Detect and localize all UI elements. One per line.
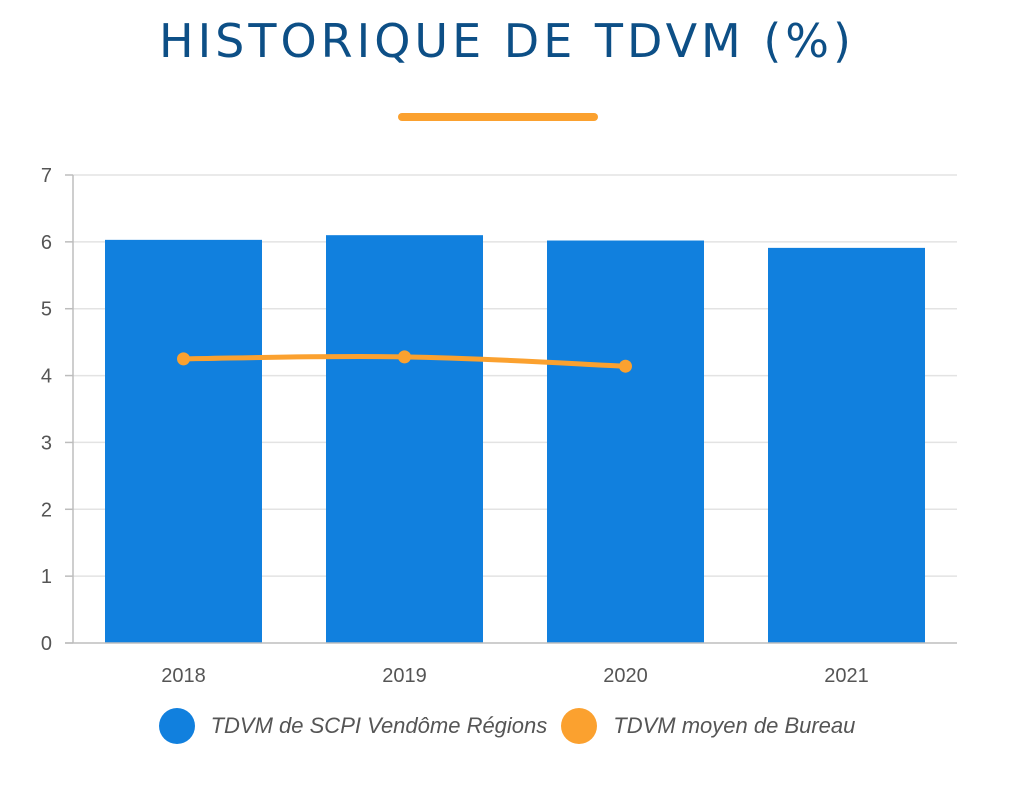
bar-2021[interactable] <box>768 247 925 644</box>
line-point-2019[interactable] <box>398 350 411 364</box>
ytick-label-5: 5 <box>41 299 52 321</box>
legend-item-line[interactable]: TDVM moyen de Bureau <box>561 708 855 744</box>
line-point-2020[interactable] <box>619 359 632 373</box>
bar-2020[interactable] <box>547 240 704 643</box>
chart-plot: 0 1 2 3 4 5 6 7 2018 2019 2020 2021 <box>41 165 957 687</box>
line-point-2018[interactable] <box>177 352 190 366</box>
ytick-label-6: 6 <box>41 232 52 254</box>
legend-swatch-bar <box>158 708 195 744</box>
ytick-label-7: 7 <box>41 165 52 187</box>
ytick-label-1: 1 <box>41 566 52 588</box>
bar-2018[interactable] <box>105 239 262 643</box>
ytick-label-0: 0 <box>41 633 52 655</box>
legend-label-bar: TDVM de SCPI Vendôme Régions <box>210 713 548 738</box>
legend-swatch-line <box>561 708 598 744</box>
bar-2019[interactable] <box>326 235 483 643</box>
ytick-label-4: 4 <box>41 366 52 388</box>
title-underline <box>398 113 598 121</box>
chart-legend: TDVM de SCPI Vendôme Régions TDVM moyen … <box>0 708 1014 744</box>
xtick-label-2020: 2020 <box>603 665 648 687</box>
xtick-label-2019: 2019 <box>382 665 427 687</box>
chart-title: HISTORIQUE DE TDVM (%) <box>159 14 855 68</box>
legend-item-bar[interactable]: TDVM de SCPI Vendôme Régions <box>158 708 548 744</box>
ytick-label-2: 2 <box>41 499 52 521</box>
xtick-label-2021: 2021 <box>824 665 869 687</box>
xtick-label-2018: 2018 <box>161 665 206 687</box>
ytick-label-3: 3 <box>41 432 52 454</box>
legend-label-line: TDVM moyen de Bureau <box>613 713 856 738</box>
